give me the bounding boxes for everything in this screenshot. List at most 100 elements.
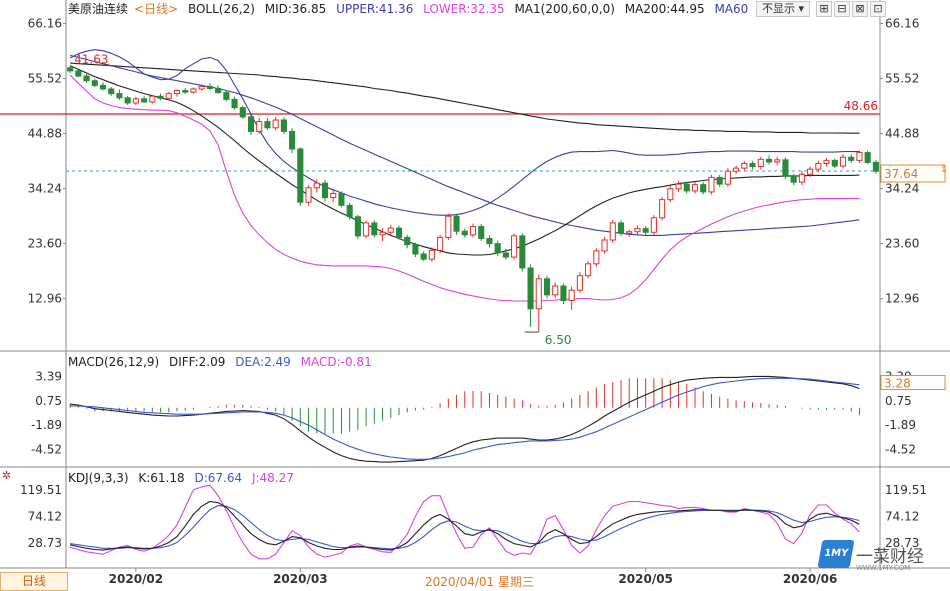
- candle-body: [502, 252, 509, 258]
- candle-body: [321, 182, 329, 199]
- boll-mid-value: MID:36.85: [264, 2, 327, 16]
- kdj-tick-label: 28.73: [885, 536, 919, 550]
- candle-body: [765, 158, 773, 163]
- candle-body: [650, 217, 657, 233]
- candle-body: [313, 182, 320, 189]
- candle-body: [601, 239, 608, 252]
- candle-body: [659, 199, 666, 219]
- candle-body: [864, 152, 871, 163]
- macd-tick-label: -4.52: [31, 442, 62, 456]
- candle-body: [198, 85, 205, 90]
- macd-diff-line: [70, 375, 860, 463]
- candle-body: [305, 187, 312, 203]
- instrument-title: 美原油连续: [68, 2, 129, 16]
- candle-body: [297, 148, 304, 203]
- logo-url: WWW.1MY.COM: [856, 564, 911, 572]
- current-price-tag: [880, 164, 946, 183]
- boll-upper-line: [69, 49, 860, 216]
- y-tick-label: 12.96: [885, 292, 919, 306]
- candle-body: [478, 226, 485, 239]
- current-price-label: 37.64: [884, 167, 918, 181]
- candle-body: [667, 188, 674, 201]
- kdj-j-value: J:48.27: [251, 471, 294, 485]
- y-tick-label: 34.24: [885, 182, 919, 196]
- boll-label: BOLL(26,2): [187, 2, 255, 16]
- candle-body: [124, 97, 131, 104]
- candle-body: [494, 243, 501, 254]
- macd-tick-label: 3.39: [35, 370, 62, 384]
- y-tick-label: 23.60: [885, 237, 919, 251]
- candle-body: [848, 156, 855, 161]
- boll-mid-line: [69, 65, 860, 256]
- candle-body: [330, 192, 337, 199]
- x-tick-label: 2020/02: [109, 572, 163, 586]
- candle-body: [379, 231, 386, 236]
- candle-body: [395, 227, 403, 238]
- candle-body: [724, 170, 731, 185]
- kdj-k-line: [69, 500, 860, 551]
- x-tick-label: 2020/06: [783, 572, 837, 586]
- candle-body: [511, 235, 518, 258]
- x-tick-label: 2020/03: [273, 572, 327, 586]
- y-tick-label: 44.88: [885, 127, 919, 141]
- macd-value: MACD:-0.81: [300, 355, 372, 369]
- candle-body: [626, 231, 633, 234]
- toolbar-button-1[interactable]: ⊞: [816, 1, 832, 17]
- candle-body: [149, 95, 156, 103]
- hide-indicator-dropdown[interactable]: 不显示 ▾: [756, 1, 810, 17]
- macd-value-tag: [880, 375, 946, 391]
- candle-body: [839, 156, 847, 167]
- candle-body: [872, 161, 879, 172]
- kdj-tick-label: 119.51: [885, 483, 927, 497]
- candle-body: [774, 159, 781, 163]
- ma200-value: MA200:44.95: [624, 2, 705, 16]
- candle-body: [733, 167, 740, 172]
- x-tick-label: 2020/05: [618, 572, 672, 586]
- candle-body: [527, 267, 534, 310]
- ma60-line: [69, 54, 860, 236]
- candle-body: [132, 98, 139, 104]
- candle-body: [371, 222, 378, 236]
- reference-line-label: 48.66: [844, 99, 878, 113]
- candle-body: [741, 162, 748, 169]
- period-tag: <日线>: [134, 2, 179, 16]
- candle-body: [75, 70, 82, 77]
- crosshair-icon[interactable]: ✲: [2, 469, 12, 482]
- kdj-j-line: [69, 484, 860, 560]
- toolbar-button-4[interactable]: ⊡: [870, 1, 886, 17]
- kdj-label: KDJ(9,3,3): [68, 471, 129, 485]
- candle-body: [412, 244, 419, 255]
- candle-body: [223, 92, 230, 100]
- candle-body: [461, 230, 468, 236]
- ma200-line: [70, 62, 860, 134]
- candle-body: [354, 216, 361, 237]
- candle-body: [108, 88, 115, 95]
- logo-name: 一菜财经: [856, 547, 924, 567]
- y-tick-label: 23.60: [28, 237, 62, 251]
- candle-body: [576, 275, 583, 291]
- candle-body: [453, 215, 460, 232]
- candle-body: [749, 162, 756, 168]
- kdj-tick-label: 74.12: [885, 510, 919, 524]
- boll-upper-value: UPPER:41.36: [336, 2, 414, 16]
- toolbar-button-2[interactable]: ⊟: [834, 1, 850, 17]
- candle-body: [716, 176, 723, 185]
- candle-body: [469, 226, 477, 236]
- candle-body: [239, 107, 246, 118]
- candle-body: [634, 228, 641, 233]
- toolbar-button-3[interactable]: ⊠: [852, 1, 868, 17]
- macd-tick-label: -4.52: [885, 442, 916, 456]
- candle-body: [585, 263, 592, 277]
- candle-body: [165, 93, 172, 99]
- candle-body: [231, 98, 238, 109]
- candle-body: [700, 184, 707, 193]
- candle-body: [757, 158, 764, 168]
- candle-body: [790, 175, 797, 183]
- candle-body: [116, 93, 123, 99]
- kdj-tick-label: 74.12: [28, 510, 62, 524]
- candle-body: [420, 253, 427, 260]
- candle-body: [141, 98, 148, 103]
- candle-body: [519, 235, 526, 269]
- period-button[interactable]: 日线: [0, 572, 68, 591]
